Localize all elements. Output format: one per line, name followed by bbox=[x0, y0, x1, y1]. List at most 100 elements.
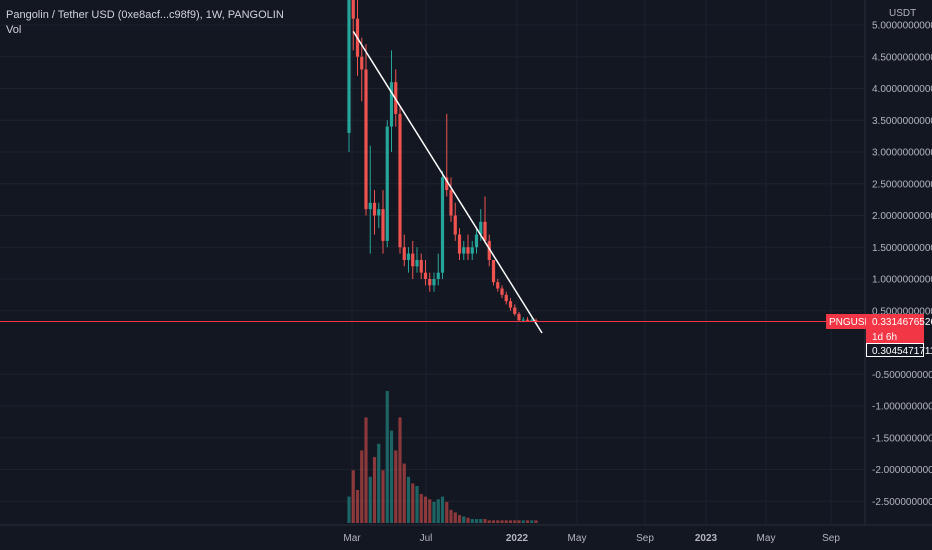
volume-bar bbox=[347, 496, 351, 523]
price-tick-label: 2.0000000000 bbox=[872, 211, 932, 222]
volume-bar bbox=[453, 512, 457, 523]
volume-bar bbox=[440, 496, 445, 523]
volume-bar bbox=[466, 517, 470, 523]
candle-body bbox=[504, 294, 508, 302]
candle-body bbox=[385, 126, 389, 241]
volume-bar bbox=[406, 476, 411, 523]
candle-body bbox=[525, 319, 530, 321]
candle-body bbox=[436, 272, 440, 279]
candle-body bbox=[462, 247, 466, 254]
bar-countdown: 1d 6h bbox=[872, 332, 897, 343]
candle-body bbox=[381, 209, 385, 241]
price-tick-label: -1.0000000000 bbox=[872, 402, 932, 413]
candle-body bbox=[470, 247, 474, 254]
volume-bar bbox=[364, 417, 368, 523]
volume-bar bbox=[470, 519, 474, 523]
volume-bar bbox=[432, 501, 436, 523]
price-tick-label: 3.0000000000 bbox=[872, 148, 932, 159]
candle-body bbox=[440, 177, 445, 273]
candle-body bbox=[453, 215, 457, 235]
candle-body bbox=[406, 253, 411, 260]
candle-body bbox=[513, 307, 517, 314]
crosshair-price-value: 0.3045471711 bbox=[872, 346, 932, 357]
volume-bar bbox=[389, 430, 394, 523]
volume-bar bbox=[479, 519, 483, 523]
volume-bar bbox=[521, 520, 525, 523]
candle-body bbox=[479, 221, 483, 235]
volume-bar bbox=[423, 496, 428, 523]
last-price-value: 0.3314676526 bbox=[872, 317, 932, 328]
candle-body bbox=[449, 190, 453, 216]
volume-bar bbox=[372, 457, 377, 523]
candle-body bbox=[415, 259, 419, 267]
volume-bar bbox=[504, 520, 508, 523]
candle-body bbox=[487, 240, 491, 260]
price-tick-label: 1.0000000000 bbox=[872, 275, 932, 286]
grid bbox=[0, 0, 865, 525]
volume-bars bbox=[347, 391, 538, 523]
price-tick-label: -0.5000000000 bbox=[872, 370, 932, 381]
candle-body bbox=[474, 234, 479, 248]
candle-body bbox=[432, 279, 436, 286]
volume-bar bbox=[534, 520, 538, 523]
volume-bar bbox=[462, 516, 466, 523]
candle-body bbox=[521, 319, 525, 321]
price-tick-label: -2.5000000000 bbox=[872, 497, 932, 508]
candle-body bbox=[377, 209, 381, 216]
volume-bar bbox=[525, 520, 530, 523]
candle-body bbox=[398, 113, 402, 248]
currency-label: USDT bbox=[889, 8, 916, 19]
volume-bar bbox=[483, 519, 487, 523]
candle-body bbox=[466, 247, 470, 254]
symbol-title[interactable]: Pangolin / Tether USD (0xe8acf...c98f9),… bbox=[6, 9, 284, 21]
time-tick-label: May bbox=[568, 533, 587, 544]
candle-body bbox=[457, 234, 462, 254]
volume-bar bbox=[368, 476, 372, 523]
candle-body bbox=[483, 221, 487, 241]
time-tick-label: Jul bbox=[420, 533, 433, 544]
candle-body bbox=[500, 288, 504, 295]
price-tick-label: 4.0000000000 bbox=[872, 84, 932, 95]
candle-body bbox=[389, 82, 394, 127]
candle-body bbox=[517, 313, 521, 321]
volume-bar bbox=[436, 499, 440, 523]
candle-body bbox=[496, 282, 500, 289]
volume-bar bbox=[500, 520, 504, 523]
candle-body bbox=[411, 253, 415, 267]
time-tick-label: 2023 bbox=[695, 533, 718, 544]
volume-bar bbox=[360, 450, 364, 523]
candle-body bbox=[491, 259, 496, 283]
price-axis[interactable]: 5.0000000000 4.5000000000 4.0000000000 3.50… bbox=[872, 21, 932, 508]
volume-bar bbox=[517, 520, 521, 523]
time-axis[interactable]: Mar Jul 2022 May Sep 2023 May Sep bbox=[343, 533, 840, 544]
candle-body bbox=[351, 0, 355, 19]
volume-bar bbox=[355, 490, 360, 523]
volume-bar bbox=[411, 483, 415, 523]
price-tick-label: 1.5000000000 bbox=[872, 243, 932, 254]
volume-bar bbox=[513, 520, 517, 523]
last-price-tag: PNGUSDT 0.3314676526 1d 6h 0.3045471711 bbox=[826, 314, 932, 357]
symbol-tag: PNGUSDT bbox=[829, 317, 878, 328]
price-tick-label: -2.0000000000 bbox=[872, 465, 932, 476]
volume-bar bbox=[385, 391, 389, 523]
candle-body bbox=[423, 272, 428, 279]
volume-bar bbox=[415, 486, 419, 523]
candle-body bbox=[428, 279, 432, 286]
volume-bar bbox=[377, 443, 381, 523]
time-tick-label: 2022 bbox=[506, 533, 529, 544]
volume-label[interactable]: Vol bbox=[6, 24, 22, 36]
time-tick-label: May bbox=[757, 533, 776, 544]
time-tick-label: Mar bbox=[343, 533, 361, 544]
candle-body bbox=[368, 202, 372, 210]
volume-bar bbox=[496, 520, 500, 523]
volume-bar bbox=[394, 450, 398, 523]
volume-bar bbox=[508, 520, 513, 523]
candle-body bbox=[445, 177, 449, 191]
candle-body bbox=[508, 301, 513, 308]
volume-bar bbox=[474, 519, 479, 523]
trendline[interactable] bbox=[352, 30, 543, 334]
price-tick-label: 0.5000000000 bbox=[872, 306, 932, 317]
candle-body bbox=[402, 247, 406, 260]
price-tick-label: 5.0000000000 bbox=[872, 21, 932, 32]
